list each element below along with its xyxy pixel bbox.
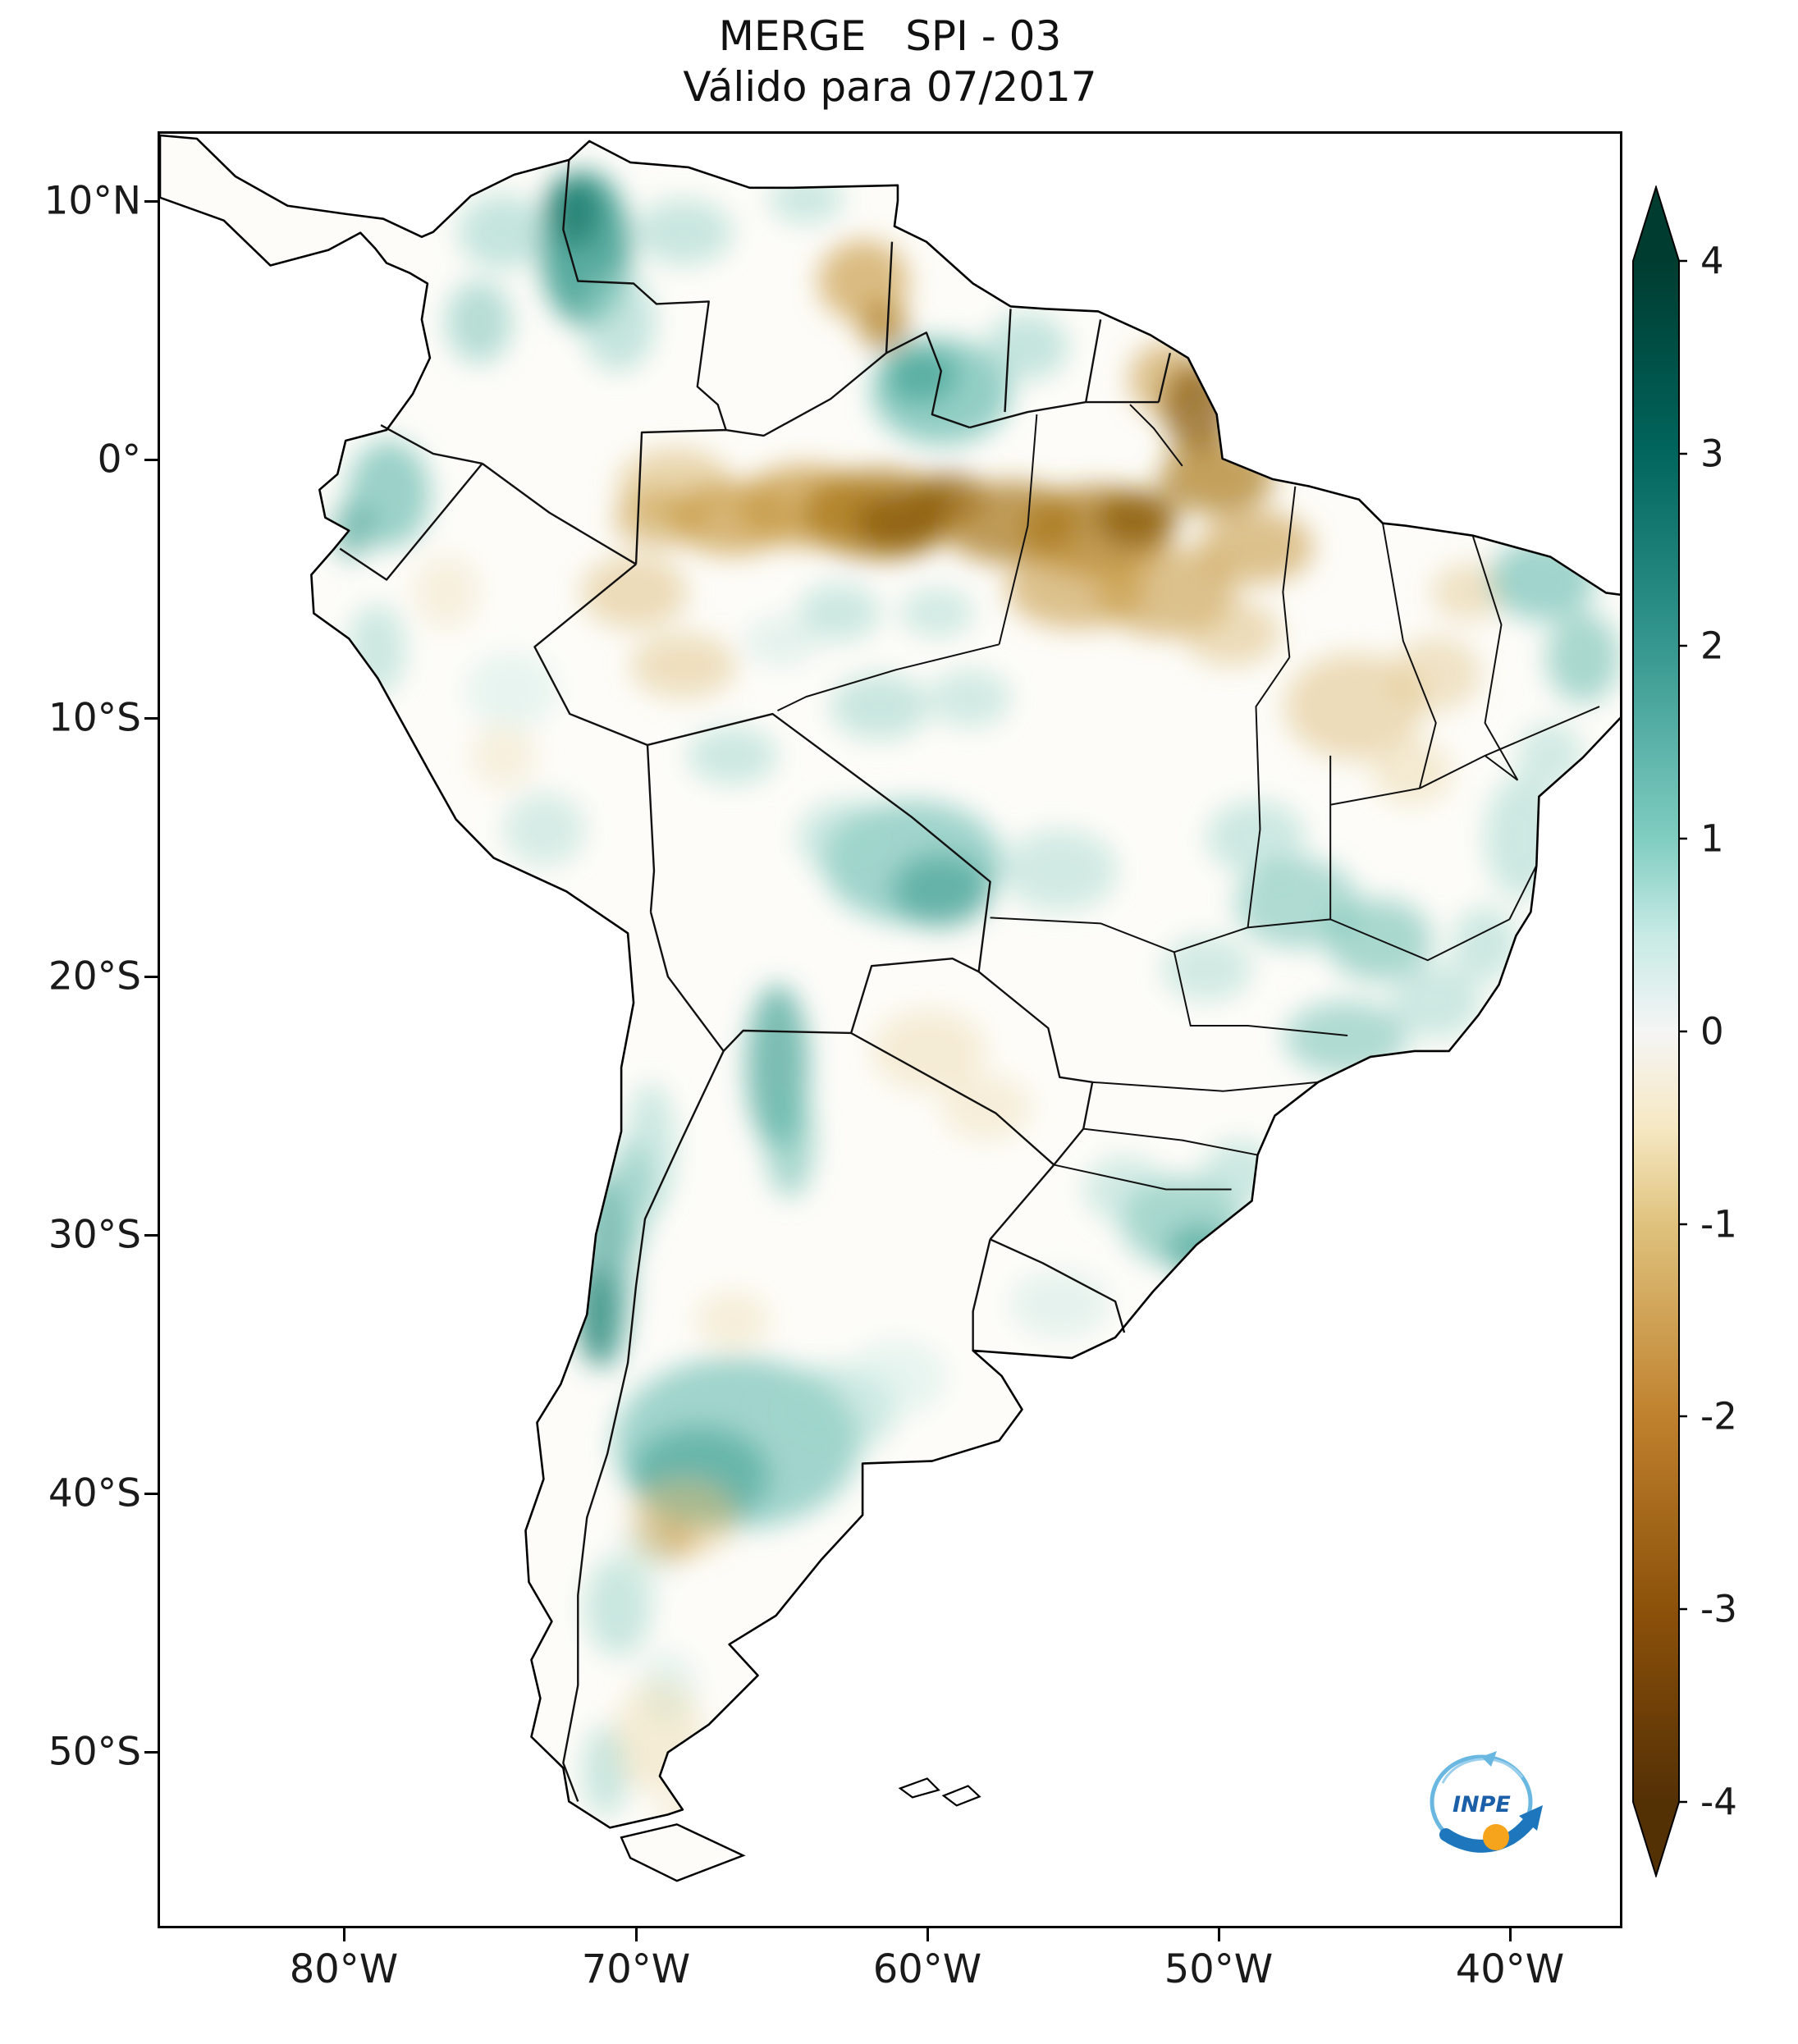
y-tick-mark: [144, 459, 158, 461]
figure-title: MERGE SPI - 03: [718, 12, 1062, 60]
colorbar-tick-marks: [1679, 259, 1687, 1804]
y-tick-mark: [144, 1493, 158, 1495]
colorbar-tick-label: 0: [1700, 1009, 1724, 1054]
coastline: [160, 134, 1620, 1882]
y-tick-label: 10°S: [48, 695, 141, 741]
figure-subtitle: Válido para 07/2017: [683, 63, 1097, 111]
spi-anomaly-field: [332, 170, 1620, 1845]
country-borders: [339, 159, 1172, 1802]
y-tick-mark: [144, 1234, 158, 1237]
y-tick-label: 20°S: [48, 953, 141, 999]
south-america-map: [160, 134, 1620, 1882]
colorbar-tick-label: 1: [1700, 816, 1724, 861]
colorbar-tick-label: -1: [1700, 1202, 1737, 1246]
y-tick-label: 10°N: [43, 178, 141, 224]
logo-inner-arc: [1441, 1758, 1524, 1784]
inpe-logo: INPE: [1411, 1738, 1576, 1869]
colorbar-tick-label: -4: [1700, 1780, 1737, 1824]
colorbar-tick-label: 4: [1700, 239, 1724, 283]
colorbar-tick-label: -3: [1700, 1587, 1737, 1631]
x-tick-mark: [926, 1928, 929, 1941]
y-tick-mark: [144, 1751, 158, 1754]
colorbar-tick-label: 3: [1700, 432, 1724, 476]
colorbar: [1631, 184, 1689, 1879]
y-tick-mark: [144, 976, 158, 978]
x-tick-mark: [1509, 1928, 1512, 1941]
y-tick-label: 50°S: [48, 1729, 141, 1775]
x-tick-mark: [343, 1928, 345, 1941]
falkland-islands: [898, 1777, 981, 1807]
colorbar-tick-label: -2: [1700, 1394, 1737, 1438]
x-tick-mark: [635, 1928, 638, 1941]
x-tick-mark: [1218, 1928, 1220, 1941]
logo-orange-globe: [1483, 1824, 1509, 1850]
y-tick-label: 30°S: [48, 1212, 141, 1258]
y-tick-mark: [144, 200, 158, 203]
y-tick-label: 40°S: [48, 1470, 141, 1516]
tierra-del-fuego: [620, 1823, 746, 1882]
logo-orbit-arrowhead: [1481, 1751, 1497, 1767]
state-borders: [777, 404, 1600, 1191]
inpe-logo-graphic: INPE: [1430, 1751, 1543, 1853]
x-tick-label: 70°W: [581, 1946, 691, 1992]
map-frame: [158, 131, 1622, 1928]
x-tick-label: 60°W: [872, 1946, 982, 1992]
colorbar-gradient: [1632, 184, 1687, 1879]
y-tick-label: 0°: [97, 437, 141, 482]
logo-swoosh-arrowhead: [1519, 1805, 1543, 1831]
x-tick-label: 50°W: [1164, 1946, 1274, 1992]
x-tick-label: 80°W: [289, 1946, 399, 1992]
logo-text: INPE: [1453, 1792, 1511, 1818]
x-tick-label: 40°W: [1455, 1946, 1565, 1992]
colorbar-tick-label: 2: [1700, 624, 1724, 668]
y-tick-mark: [144, 717, 158, 720]
